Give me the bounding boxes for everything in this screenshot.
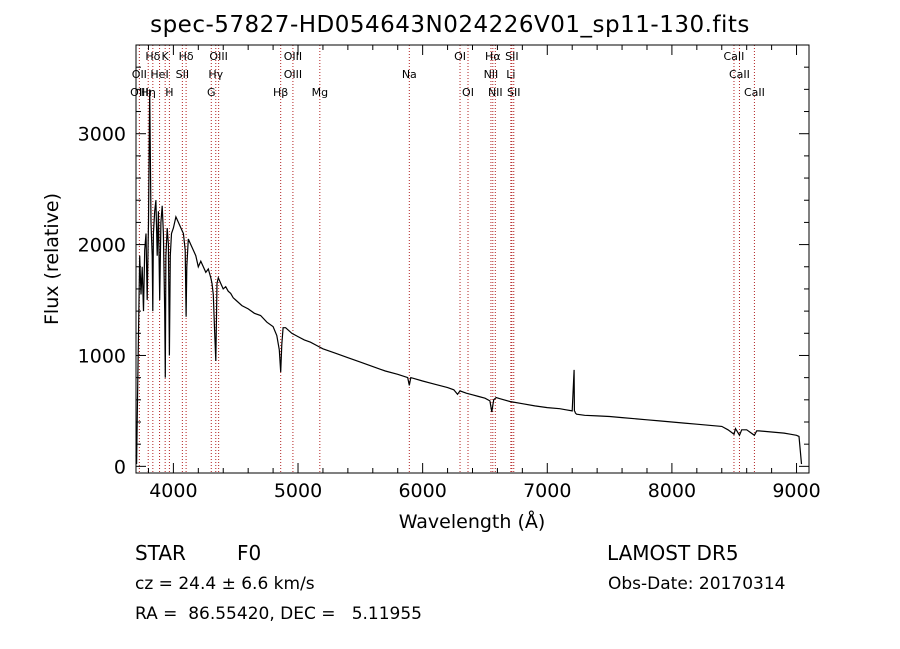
line-label: Hβ: [273, 86, 288, 99]
x-axis-label: Wavelength (Å): [399, 510, 546, 533]
line-label: Mg: [312, 86, 328, 99]
y-tick-label: 3000: [78, 124, 126, 146]
line-label: K: [162, 50, 170, 63]
line-label: Hη: [141, 86, 156, 99]
redshift-label: cz = 24.4 ± 6.6 km/s: [135, 574, 315, 594]
x-tick-label: 7000: [523, 480, 571, 502]
y-tick-label: 2000: [78, 235, 126, 257]
plot-frame: [135, 44, 810, 474]
spectrum-line: [135, 89, 803, 465]
line-label: HeI: [150, 68, 168, 81]
spectral-line-markers: [138, 45, 755, 473]
line-label: SII: [176, 68, 189, 81]
line-label: OIII: [284, 50, 302, 63]
line-label: G: [207, 86, 216, 99]
x-tick-label: 8000: [648, 480, 696, 502]
survey-label: LAMOST DR5: [607, 541, 739, 565]
line-label: Na: [402, 68, 417, 81]
line-label: OI: [462, 86, 474, 99]
line-label: Hδ: [179, 50, 194, 63]
x-tick-label: 5000: [274, 480, 322, 502]
chart-title: spec-57827-HD054643N024226V01_sp11-130.f…: [150, 12, 750, 38]
line-label: SII: [505, 50, 518, 63]
y-tick-label: 1000: [78, 345, 126, 367]
axis-ticks: 4000 5000 6000 7000 8000 9000 0 1000 2000 3000: [78, 45, 821, 502]
line-label: Hδ: [145, 50, 160, 63]
line-label: NII: [484, 68, 499, 81]
line-label: OIII: [284, 68, 302, 81]
line-label: OIII: [130, 86, 148, 99]
line-label: OI: [454, 50, 466, 63]
subclass-label: F0: [237, 541, 262, 565]
y-tick-label: 0: [114, 456, 126, 478]
coordinates-label: RA = 86.55420, DEC = 5.11955: [135, 604, 422, 624]
line-label: Hγ: [208, 68, 223, 81]
line-label: Hα: [485, 50, 501, 63]
x-tick-label: 9000: [772, 480, 820, 502]
x-tick-label: 6000: [398, 480, 446, 502]
line-label: Li: [506, 68, 515, 81]
line-label: CaII: [724, 50, 745, 63]
line-label: OIII: [209, 50, 227, 63]
y-axis-label: Flux (relative): [41, 193, 63, 325]
spectrum-series: [135, 89, 803, 465]
line-label: CaII: [744, 86, 765, 99]
line-label: NII: [488, 86, 503, 99]
x-tick-label: 4000: [149, 480, 197, 502]
line-label: OII: [132, 68, 147, 81]
class-label: STAR: [135, 541, 186, 565]
line-label: SII: [507, 86, 520, 99]
line-label: CaII: [729, 68, 750, 81]
obs-date-label: Obs-Date: 20170314: [608, 574, 786, 594]
line-label: H: [165, 86, 173, 99]
